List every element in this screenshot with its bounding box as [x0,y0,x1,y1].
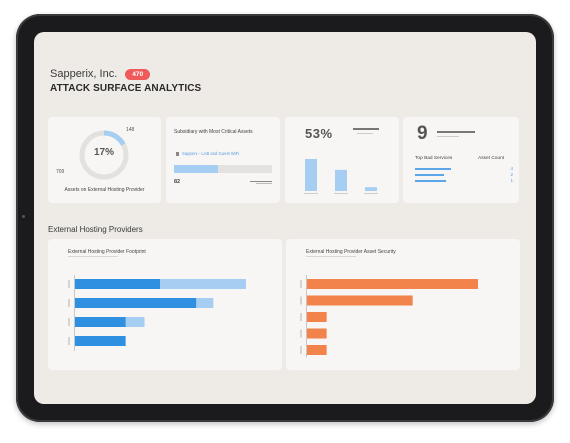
percent-value: 53% [305,126,333,141]
placeholder-line [256,183,272,184]
footprint-row-tick [68,280,70,288]
security-row-tick [300,280,302,288]
footprint-row-tick [68,299,70,307]
footprint-card[interactable]: External Hosting Provider Footprint [48,239,282,370]
footprint-row-tick [68,337,70,345]
hosting-assets-card[interactable]: 17% 148 709 Assets on External Hosting P… [48,117,161,203]
security-title: External Hosting Provider Asset Security [306,249,396,255]
footprint-row-tick [68,318,70,326]
hosting-percent: 17% [93,147,114,158]
subsidiary-progress-track [174,165,272,173]
subsidiary-progress-fill [174,165,219,173]
security-axis [306,275,307,358]
footprint-bar-primary [74,279,160,289]
service-count: 1 [510,178,513,183]
subsidiary-card[interactable]: Subsidiary with Most Critical Assets Sap… [166,117,280,203]
security-bar-chart [300,275,478,358]
subsidiary-link[interactable]: Sapperx - LAB and Guest WiFi [176,151,239,156]
security-row-tick [300,296,302,305]
donut-left-value: 709 [56,169,65,175]
service-row[interactable]: 2 [415,172,513,178]
mini-column-bar [335,169,347,191]
placeholder-line [357,133,373,134]
mini-column-tick [334,193,348,194]
footprint-bar-primary [74,298,197,308]
subsidiary-name: Sapperx - LAB and Guest WiFi [182,151,240,156]
mini-column-chart [304,159,378,194]
security-row-tick [300,346,302,354]
hosting-donut-chart [79,130,129,180]
security-bar [306,279,478,289]
dashboard-screen: Sapperix, Inc. 470 ATTACK SURFACE ANALYT… [34,32,536,404]
security-bar [306,345,327,355]
footprint-bar-primary [74,336,126,346]
hosting-card-label: Assets on External Hosting Provider [64,187,145,193]
placeholder-line [437,131,475,133]
mini-column-bar [305,159,317,191]
page-title: ATTACK SURFACE ANALYTICS [50,83,202,94]
donut-top-value: 148 [126,127,135,133]
subsidiary-card-title: Subsidiary with Most Critical Assets [174,129,253,135]
service-bar [415,180,447,182]
footprint-bar-primary [74,317,126,327]
footprint-bar-chart [68,275,246,351]
placeholder-line [437,136,459,137]
service-row[interactable]: 4 [415,166,513,172]
alert-count-badge[interactable]: 470 [125,68,151,80]
mini-column-tick [364,193,378,194]
building-icon [176,151,179,156]
company-header: Sapperix, Inc. 470 [50,68,151,80]
placeholder-line [250,181,272,182]
security-row-tick [300,329,302,338]
camera-dot [22,215,25,218]
security-card[interactable]: External Hosting Provider Asset Security [286,239,520,370]
percent-card[interactable]: 53% [285,117,399,203]
placeholder-line [306,256,356,257]
footprint-axis [74,275,75,351]
service-count: 2 [510,172,513,177]
security-bar [306,295,413,306]
footprint-title: External Hosting Provider Footprint [68,249,146,255]
security-row-tick [300,313,302,321]
section-title: External Hosting Providers [48,225,143,234]
asset-count-column-header: Asset Count [478,156,505,161]
placeholder-line [68,256,118,257]
mini-column-tick [304,193,318,194]
security-bar [306,312,327,322]
bad-services-count: 9 [417,123,428,144]
service-bar [415,168,452,170]
company-name: Sapperix, Inc. [50,68,118,80]
security-bar [306,328,327,339]
services-column-header: Top Bad Services [415,156,453,161]
mini-column-bar [365,187,377,191]
service-row[interactable]: 1 [415,178,513,184]
service-count: 4 [510,166,513,171]
service-bar [415,174,444,176]
subsidiary-value: 82 [174,179,181,185]
placeholder-line [353,128,379,130]
